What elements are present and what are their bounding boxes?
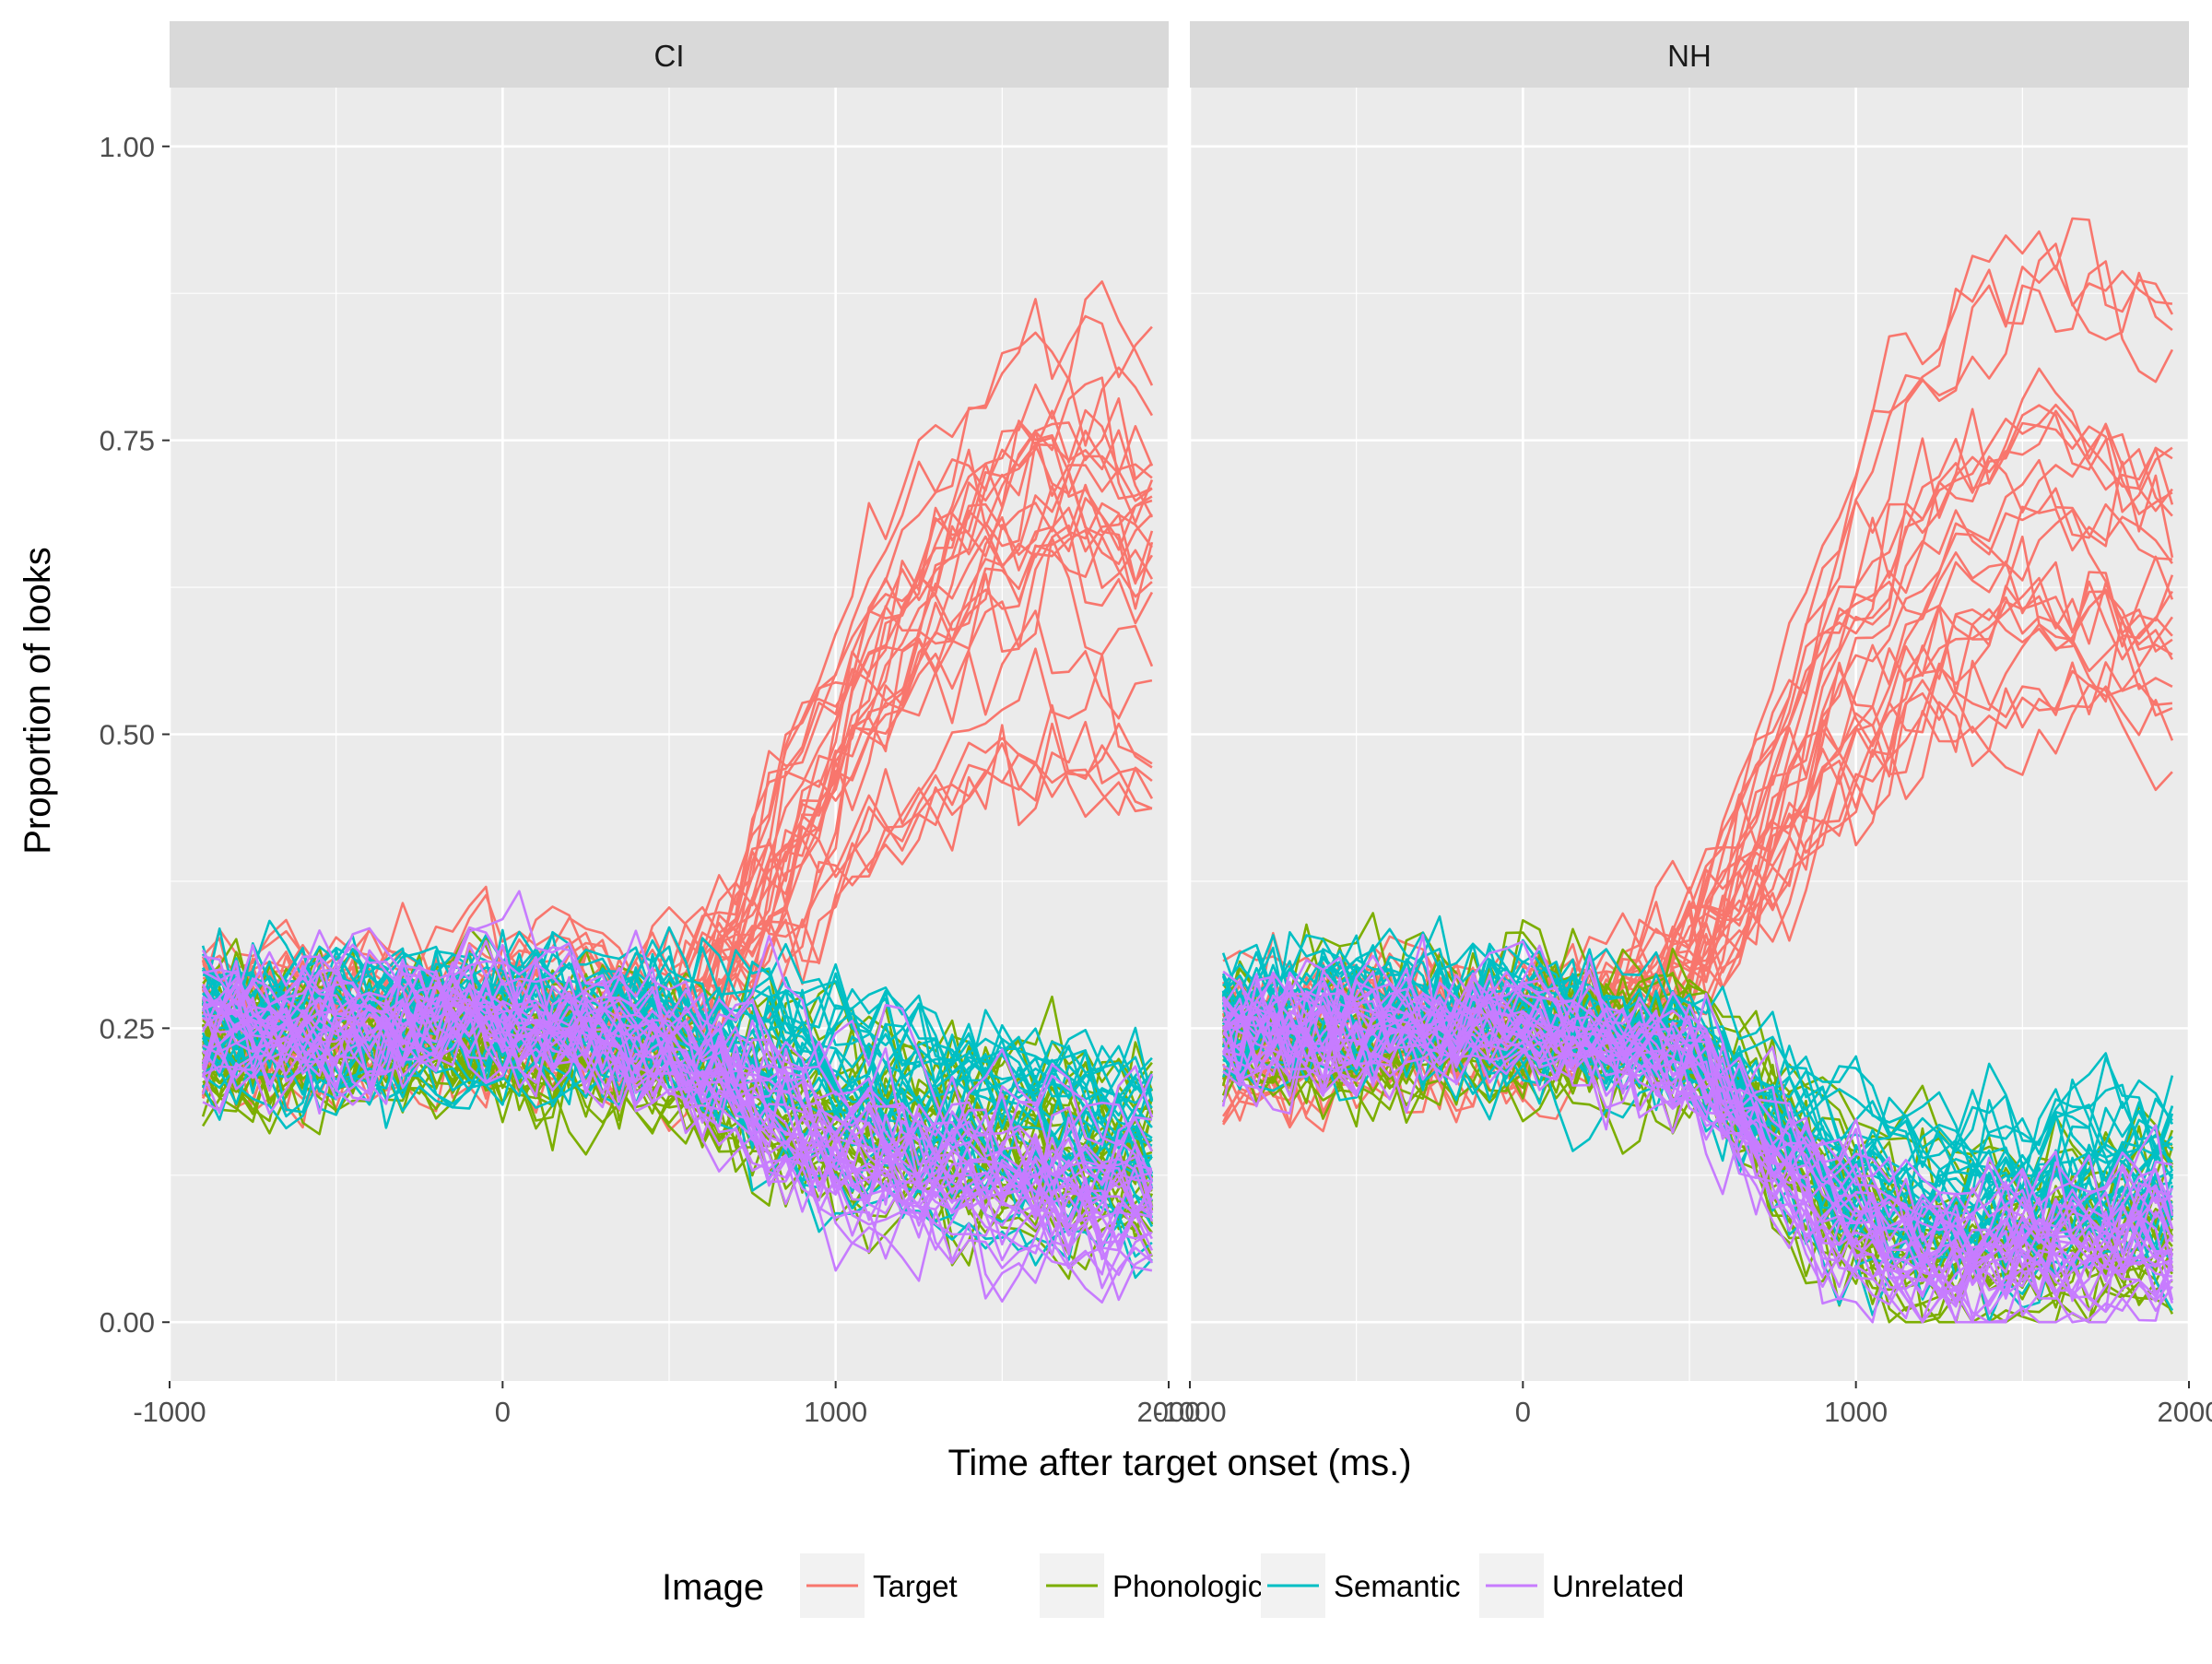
panel-label-ci: CI xyxy=(654,39,685,73)
panel-label-nh: NH xyxy=(1667,39,1712,73)
series-line-unrelated xyxy=(202,926,1153,1152)
series-line-unrelated xyxy=(201,943,1153,1216)
legend-label-unrelated: Unrelated xyxy=(1552,1569,1684,1603)
series-line-unrelated xyxy=(201,890,1154,1146)
y-tick-label: 0.25 xyxy=(100,1012,155,1044)
series-line-unrelated xyxy=(1222,954,2174,1280)
series-line-unrelated xyxy=(202,982,1153,1277)
series-lines-ci xyxy=(201,280,1154,1304)
series-line-unrelated xyxy=(1222,973,2173,1272)
panel-nh: NH xyxy=(1188,21,2191,1381)
x-axis-ci: -1000 0 1000 2000 xyxy=(133,1381,1200,1428)
series-line-unrelated xyxy=(1222,1005,2173,1322)
series-line-unrelated xyxy=(201,998,1153,1303)
series-line-unrelated xyxy=(1222,933,2173,1267)
legend: Image Target Phonological Semantic Unrelate… xyxy=(662,1553,1684,1618)
x-tick-label: 0 xyxy=(1515,1396,1531,1428)
panel-ci: CI xyxy=(168,21,1171,1381)
y-tick-label: 0.75 xyxy=(100,425,155,457)
series-line-unrelated xyxy=(202,975,1153,1261)
x-tick-label: -1000 xyxy=(133,1396,206,1428)
series-line-unrelated xyxy=(1221,1017,2173,1324)
panel-strip-ci xyxy=(170,21,1169,88)
series-line-semantic xyxy=(201,919,1153,1127)
legend-label-target: Target xyxy=(873,1569,958,1603)
series-line-target xyxy=(1222,659,2173,1102)
panel-strip-nh xyxy=(1190,21,2189,88)
x-tick-label: 0 xyxy=(495,1396,511,1428)
y-tick-label: 0.50 xyxy=(100,719,155,751)
x-tick-label: 2000 xyxy=(2158,1396,2212,1428)
series-line-unrelated xyxy=(202,964,1154,1237)
series-line-target xyxy=(201,469,1153,989)
x-tick-label: 1000 xyxy=(804,1396,867,1428)
x-tick-label: 1000 xyxy=(1824,1396,1888,1428)
legend-title: Image xyxy=(662,1567,764,1608)
x-axis-nh: -1000 0 1000 2000 xyxy=(1153,1381,2212,1428)
x-tick-label: -1000 xyxy=(1153,1396,1226,1428)
y-axis: 0.00 0.25 0.50 0.75 1.00 xyxy=(100,131,170,1339)
series-line-unrelated xyxy=(201,999,1153,1302)
series-line-semantic xyxy=(1221,963,2174,1240)
series-line-unrelated xyxy=(1221,996,2174,1320)
legend-label-semantic: Semantic xyxy=(1334,1569,1461,1603)
series-line-target xyxy=(201,499,1153,1011)
series-line-unrelated xyxy=(1221,980,2173,1298)
y-axis-title: Proportion of looks xyxy=(18,547,58,855)
x-axis-title: Time after target onset (ms.) xyxy=(947,1443,1411,1483)
series-lines-nh xyxy=(1221,217,2174,1324)
series-line-unrelated xyxy=(1222,976,2173,1312)
x-tick-label: 2000 xyxy=(1137,1396,1201,1428)
series-line-unrelated xyxy=(1222,954,2174,1242)
y-tick-label: 1.00 xyxy=(100,131,155,163)
y-tick-label: 0.00 xyxy=(100,1306,155,1339)
legend-label-phonological: Phonological xyxy=(1112,1569,1287,1603)
series-line-unrelated xyxy=(1222,988,2174,1266)
